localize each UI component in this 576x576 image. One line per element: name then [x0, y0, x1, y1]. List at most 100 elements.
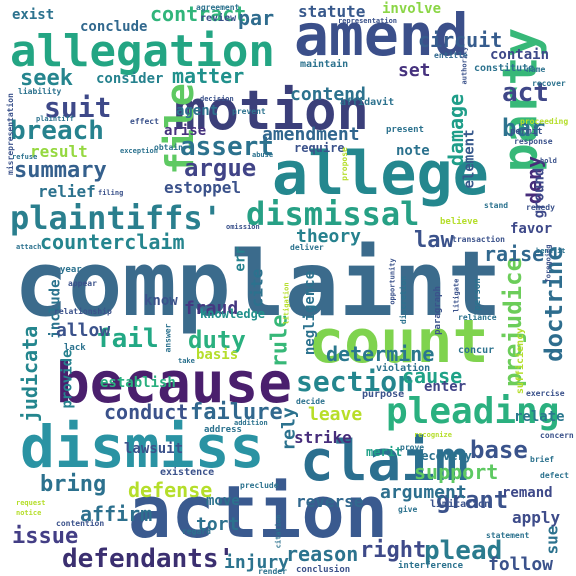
word-require: require	[294, 141, 345, 155]
word-provide: provide	[59, 349, 76, 409]
word-remand: remand	[502, 485, 553, 501]
word-preclude: preclude	[240, 481, 279, 490]
word-discretion: discretion	[399, 275, 409, 325]
word-recovery: recovery	[414, 449, 472, 463]
word-allow: allow	[56, 320, 111, 341]
word-sufficiency: sufficiency	[515, 327, 527, 395]
word-remedy: remedy	[526, 203, 555, 212]
word-affidavit: affidavit	[340, 97, 395, 108]
word-arise: arise	[164, 123, 207, 139]
word-argument: argument	[380, 482, 467, 503]
word-filing: filing	[98, 189, 124, 197]
word-agreement: agreement	[196, 3, 240, 12]
word-negligence: negligence	[302, 270, 319, 356]
word-contract: contract	[150, 2, 247, 26]
word-authority: authority	[460, 46, 469, 85]
word-misrepresentation: misrepresentation	[5, 93, 15, 175]
word-basis: basis	[196, 347, 239, 363]
word-pleading: pleading	[386, 391, 560, 432]
word-allegation: allegation	[10, 26, 275, 77]
word-seek: seek	[20, 66, 73, 91]
word-regard: regard	[182, 527, 211, 536]
word-complaint: complaint	[14, 232, 502, 337]
word-involve: involve	[382, 1, 442, 17]
word-foregoing: foregoing	[544, 244, 553, 283]
word-argue: argue	[184, 154, 257, 182]
word-conclude: conclude	[80, 19, 148, 35]
word-response: response	[514, 137, 553, 146]
word-omission: omission	[226, 223, 260, 231]
word-lawsuit: lawsuit	[124, 441, 184, 457]
word-support: support	[414, 460, 499, 484]
word-proceeding: proceeding	[520, 117, 569, 126]
word-prevent: prevent	[232, 107, 266, 116]
word-entitle: entitle	[434, 51, 468, 60]
word-request: request	[16, 499, 46, 507]
word-litigate: litigate	[452, 278, 461, 313]
word-plaintiffs: plaintiffs'	[10, 199, 222, 237]
word-notice: notice	[16, 509, 42, 517]
word-amend: amend	[294, 1, 469, 69]
word-result: result	[30, 142, 88, 161]
word-person: person	[472, 278, 483, 311]
word-fraud: fraud	[184, 298, 239, 319]
word-injury: injury	[224, 552, 290, 573]
word-motion: motion	[174, 79, 370, 142]
word-bring: bring	[40, 472, 107, 497]
word-fail: fail	[96, 324, 159, 354]
word-constitute: constitute	[474, 63, 535, 74]
word-because: because	[56, 351, 293, 416]
word-consider: consider	[96, 71, 164, 87]
word-lack: lack	[64, 343, 86, 353]
word-knowledge: knowledge	[200, 307, 266, 321]
word-answer: answer	[163, 323, 173, 353]
word-right: right	[360, 538, 427, 563]
word-defendants: defendants'	[62, 544, 235, 574]
word-statement: statement	[486, 531, 530, 540]
word-raise: raise	[484, 242, 545, 266]
word-abuse: abuse	[252, 151, 274, 159]
word-summary: summary	[14, 158, 107, 183]
word-paragraph: paragraph	[432, 286, 443, 335]
word-dismiss: dismiss	[20, 413, 265, 481]
word-attach: attach	[16, 243, 42, 251]
word-address: address	[204, 425, 242, 435]
word-matter: matter	[172, 64, 245, 88]
word-enter: enter	[424, 379, 467, 395]
word-exercise: exercise	[526, 389, 565, 398]
word-relate: relate	[514, 409, 565, 425]
word-act: act	[502, 78, 549, 108]
word-apply: apply	[512, 508, 561, 527]
word-breach: breach	[10, 116, 104, 146]
word-strike: strike	[294, 428, 352, 447]
word-duty: duty	[188, 326, 246, 354]
word-section: section	[296, 365, 415, 398]
word-addition: addition	[234, 419, 268, 427]
word-base: base	[470, 436, 528, 464]
word-reliance: reliance	[458, 313, 497, 322]
word-representation: representation	[338, 17, 398, 25]
word-review: review	[200, 13, 237, 24]
word-amendment: amendment	[262, 124, 360, 145]
word-set: set	[398, 60, 431, 81]
word-exist: exist	[12, 7, 55, 23]
word-determine: determine	[326, 342, 435, 366]
word-obtain: obtain	[154, 143, 183, 152]
word-refuse: refuse	[12, 153, 38, 161]
word-conduct: conduct	[104, 400, 189, 424]
word-limitation: limitation	[430, 499, 491, 510]
word-purpose: purpose	[362, 389, 405, 400]
word-transaction: transaction	[452, 235, 505, 244]
word-effect: effect	[130, 117, 159, 126]
word-year: year	[60, 265, 82, 275]
word-establish: establish	[100, 375, 176, 391]
word-note: note	[396, 143, 430, 159]
word-citation: citation	[274, 514, 283, 549]
word-concur: concur	[458, 345, 495, 356]
word-issue: issue	[12, 524, 79, 549]
word-sue: sue	[542, 525, 562, 555]
word-opportunity: opportunity	[388, 258, 397, 305]
word-move: move	[206, 493, 240, 509]
word-recognize: recognize	[414, 431, 452, 439]
